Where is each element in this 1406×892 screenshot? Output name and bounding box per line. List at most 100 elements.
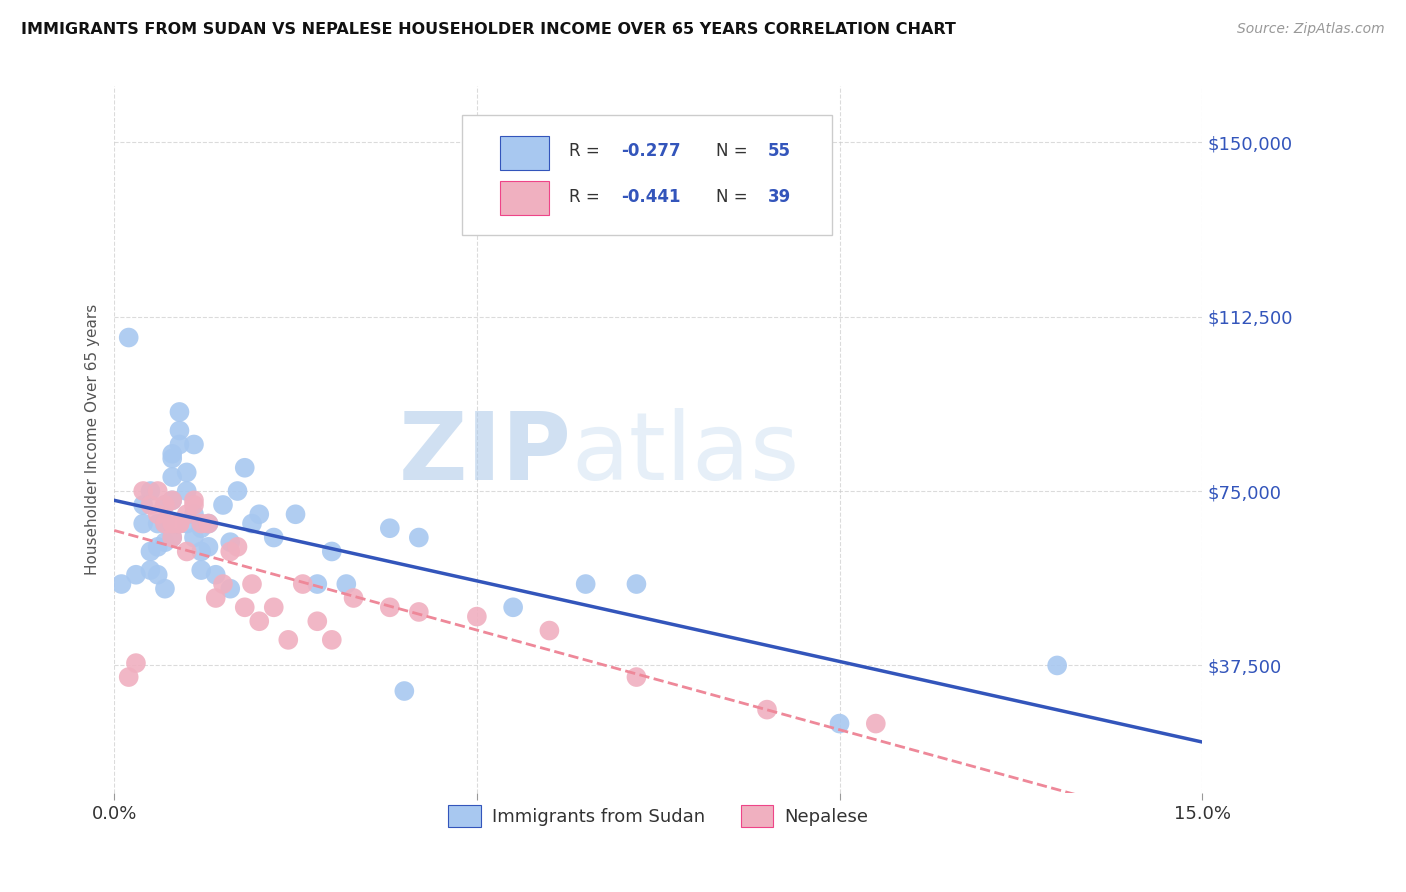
Point (169, 424, 191, 438)
Point (176, 544, 198, 558)
Point (247, 508, 270, 522)
Point (169, 405, 191, 419)
Text: R =: R = (569, 143, 605, 161)
Text: R =: R = (569, 187, 605, 206)
FancyBboxPatch shape (463, 115, 832, 235)
Point (146, 516, 169, 531)
Point (160, 531, 183, 545)
Point (169, 516, 191, 531)
Point (176, 466, 198, 480)
Point (125, 656, 148, 670)
Text: ZIP: ZIP (398, 408, 571, 500)
Point (153, 582, 176, 596)
Point (538, 624, 561, 638)
Point (160, 447, 183, 461)
Point (502, 600, 524, 615)
Point (575, 577, 598, 591)
Point (183, 531, 205, 545)
Text: -0.441: -0.441 (621, 187, 681, 206)
Point (197, 540, 219, 554)
Point (335, 577, 357, 591)
Point (160, 493, 183, 508)
Legend: Immigrants from Sudan, Nepalese: Immigrants from Sudan, Nepalese (441, 797, 876, 834)
Point (226, 540, 249, 554)
Point (176, 516, 198, 531)
Point (226, 483, 249, 498)
Point (394, 684, 416, 698)
Bar (501, 181, 550, 215)
Point (233, 600, 256, 615)
Text: -0.277: -0.277 (621, 143, 681, 161)
Text: 55: 55 (768, 143, 792, 161)
Point (1046, 658, 1069, 673)
Point (153, 535, 176, 549)
Point (321, 544, 343, 558)
Point (204, 567, 226, 582)
Point (153, 498, 176, 512)
Point (219, 544, 242, 558)
Point (160, 516, 183, 531)
Point (183, 508, 205, 522)
Point (263, 531, 285, 545)
Point (176, 483, 198, 498)
Point (139, 483, 162, 498)
Point (190, 521, 212, 535)
Text: Source: ZipAtlas.com: Source: ZipAtlas.com (1237, 22, 1385, 37)
Point (284, 508, 307, 522)
Point (118, 670, 141, 684)
Text: N =: N = (716, 187, 752, 206)
Point (153, 516, 176, 531)
Point (626, 577, 648, 591)
Text: 39: 39 (768, 187, 792, 206)
Point (240, 516, 263, 531)
Point (408, 605, 430, 619)
Point (828, 716, 851, 731)
Point (139, 563, 162, 577)
Point (190, 544, 212, 558)
Point (139, 498, 162, 512)
Y-axis label: Householder Income Over 65 years: Householder Income Over 65 years (86, 304, 100, 575)
Point (132, 498, 155, 512)
Point (118, 330, 141, 344)
Point (342, 591, 364, 605)
Point (756, 703, 779, 717)
Point (132, 483, 155, 498)
Point (153, 498, 176, 512)
Point (169, 516, 191, 531)
Point (146, 567, 169, 582)
Point (247, 614, 270, 628)
Point (160, 470, 183, 484)
Point (160, 531, 183, 545)
Point (212, 498, 235, 512)
Point (183, 493, 205, 508)
Point (233, 460, 256, 475)
Point (139, 544, 162, 558)
Point (321, 632, 343, 647)
Point (626, 670, 648, 684)
Point (240, 577, 263, 591)
Point (110, 577, 132, 591)
Point (865, 716, 887, 731)
Point (146, 508, 169, 522)
Point (291, 577, 314, 591)
Point (183, 498, 205, 512)
Point (146, 540, 169, 554)
Point (146, 483, 169, 498)
Point (125, 567, 148, 582)
Point (307, 614, 329, 628)
Point (197, 516, 219, 531)
Point (169, 437, 191, 451)
Point (307, 577, 329, 591)
Point (153, 516, 176, 531)
Point (465, 609, 488, 624)
Point (176, 508, 198, 522)
Point (183, 437, 205, 451)
Text: IMMIGRANTS FROM SUDAN VS NEPALESE HOUSEHOLDER INCOME OVER 65 YEARS CORRELATION C: IMMIGRANTS FROM SUDAN VS NEPALESE HOUSEH… (21, 22, 956, 37)
Point (378, 521, 401, 535)
Text: atlas: atlas (571, 408, 800, 500)
Point (378, 600, 401, 615)
Point (408, 531, 430, 545)
Point (263, 600, 285, 615)
Point (190, 563, 212, 577)
Point (204, 591, 226, 605)
